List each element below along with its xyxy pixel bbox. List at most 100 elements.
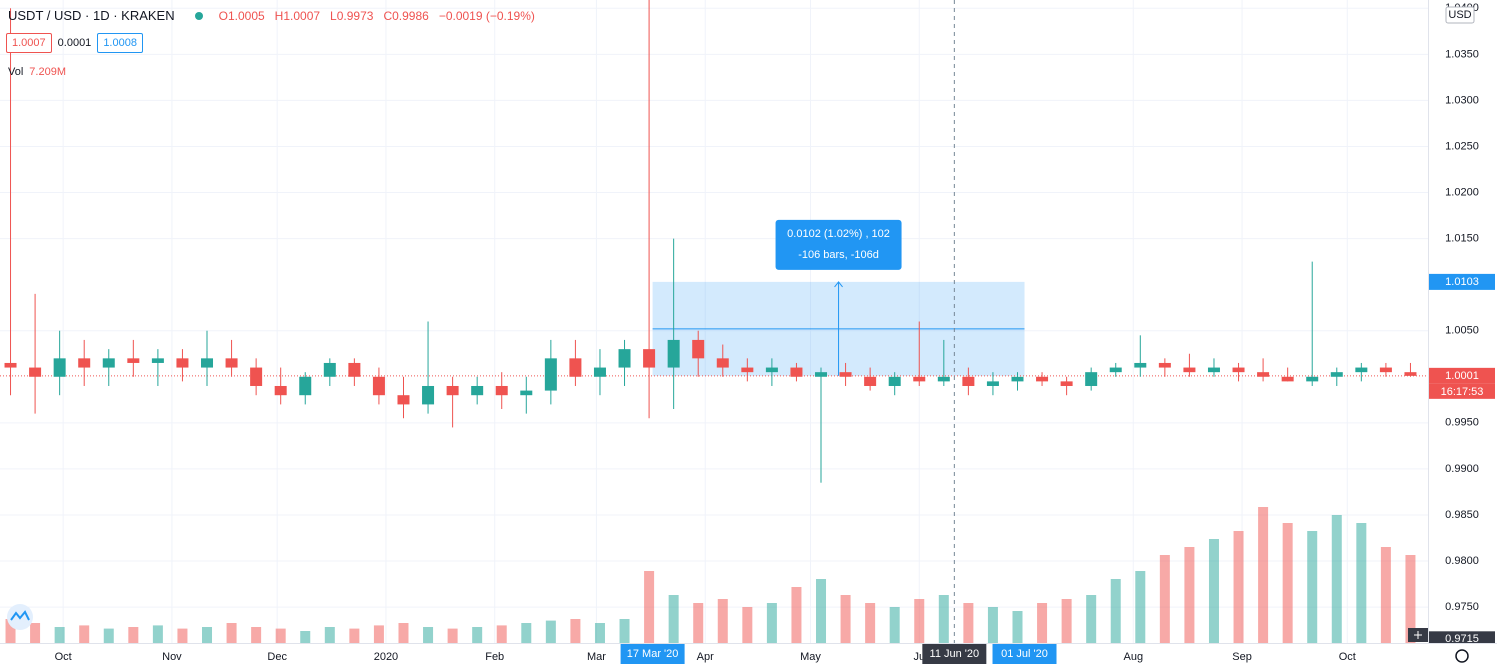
ask[interactable]: 1.0008: [97, 33, 143, 53]
volume-bar: [521, 623, 532, 643]
plus-icon: [1414, 631, 1422, 639]
candle-body: [250, 367, 263, 386]
candle-body: [520, 390, 533, 396]
candle-body: [1330, 372, 1343, 377]
symbol[interactable]: USDT / USD · 1D · KRAKEN: [8, 8, 175, 23]
volume-bar: [938, 595, 949, 643]
y-tick-label: 0.9950: [1445, 417, 1479, 429]
volume-bar: [1307, 531, 1318, 643]
candle-body: [741, 367, 754, 373]
candle-body: [78, 358, 91, 368]
volume-bar: [79, 625, 90, 643]
candle-body: [765, 367, 778, 373]
volume-bar: [226, 623, 237, 643]
x-tick-label: Apr: [697, 651, 714, 663]
volume-bar: [54, 627, 65, 643]
volume-bar: [5, 619, 16, 643]
x-tick-label: Oct: [1339, 651, 1356, 663]
volume-bar: [1405, 555, 1416, 643]
x-tick-label: Oct: [55, 651, 72, 663]
volume-bar: [742, 607, 753, 643]
date-label: 01 Jul '20: [1001, 648, 1048, 660]
candle-body: [1379, 367, 1392, 373]
y-tick-label: 0.9850: [1445, 509, 1479, 521]
candle-body: [372, 376, 385, 396]
price-marker-label: 0.9715: [1445, 633, 1479, 645]
candle-body: [348, 362, 361, 377]
volume-bar: [1159, 555, 1170, 643]
candle-body: [176, 358, 189, 368]
volume-bar: [496, 625, 507, 643]
volume-bar: [300, 631, 311, 643]
volume-bar: [1233, 531, 1244, 643]
volume-bar: [1282, 523, 1293, 643]
ohlc-low: L0.9973: [330, 8, 374, 23]
logo-mark: [10, 610, 30, 621]
candle-body: [1355, 367, 1368, 373]
volume-bar: [791, 587, 802, 643]
volume-bar: [619, 619, 630, 643]
candle-body: [618, 349, 631, 368]
volume-bar: [1331, 515, 1342, 643]
volume-bar: [766, 603, 777, 643]
volume-bar: [1086, 595, 1097, 643]
candle-body: [495, 385, 508, 396]
candle-body: [4, 362, 17, 368]
date-label: 17 Mar '20: [627, 648, 679, 660]
measure-text: -106 bars, -106d: [798, 249, 879, 261]
time-axis: [0, 643, 1497, 671]
candle-body: [225, 358, 238, 368]
candle-body: [1232, 367, 1245, 373]
volume-bar: [865, 603, 876, 643]
candle-body: [1109, 367, 1122, 373]
volume-bar: [987, 607, 998, 643]
volume-bar: [914, 599, 925, 643]
x-tick-label: Dec: [267, 651, 287, 663]
candle-body: [569, 358, 582, 377]
candle-body: [790, 367, 803, 377]
candle-body: [643, 349, 656, 368]
candle-body: [1134, 362, 1147, 368]
x-tick-label: Mar: [587, 651, 606, 663]
volume-bar: [570, 619, 581, 643]
volume-bar: [1012, 611, 1023, 643]
candle-body: [1183, 367, 1196, 373]
settings[interactable]: [1455, 649, 1469, 663]
currency-badge: [1445, 6, 1475, 24]
countdown: 16:17:53: [1441, 386, 1484, 398]
volume-bar: [472, 627, 483, 643]
volume-bar: [447, 628, 458, 643]
volume-bar: [202, 627, 213, 643]
ohlc-change: −0.0019 (−0.19%): [438, 8, 535, 23]
volume-bar: [1110, 579, 1121, 643]
candle-body: [593, 367, 606, 377]
date-label-box: [922, 644, 987, 664]
volume-bar: [398, 623, 409, 643]
volume-bar: [152, 625, 163, 643]
measure-arrow-head: [834, 281, 843, 288]
volume-bar: [177, 628, 188, 643]
countdown-box: [1429, 383, 1495, 399]
candle-body: [102, 358, 115, 368]
price-marker: [1429, 367, 1495, 384]
bid[interactable]: 1.0007: [6, 33, 52, 53]
volume-label: Vol: [8, 66, 24, 78]
y-tick-label: 1.0200: [1445, 186, 1479, 198]
y-tick-label: 0.9900: [1445, 463, 1479, 475]
candle-body: [201, 358, 214, 368]
candle-body: [1085, 372, 1098, 386]
volume-bar: [889, 607, 900, 643]
volume-bar: [693, 603, 704, 643]
date-label-box: [992, 644, 1057, 664]
price-marker-label: 1.0001: [1445, 370, 1479, 382]
candle-body: [1060, 381, 1073, 386]
candle-body: [667, 339, 680, 368]
candle-body: [274, 385, 287, 396]
volume-bar: [644, 571, 655, 643]
volume-bar: [816, 579, 827, 643]
price-marker-label: 1.0103: [1445, 276, 1479, 288]
measure-text: 0.0102 (1.02%) , 102: [787, 228, 890, 240]
x-tick-label: Aug: [1123, 651, 1143, 663]
ohlc-close: C0.9986: [383, 8, 429, 23]
currency[interactable]: USD: [1448, 9, 1471, 21]
